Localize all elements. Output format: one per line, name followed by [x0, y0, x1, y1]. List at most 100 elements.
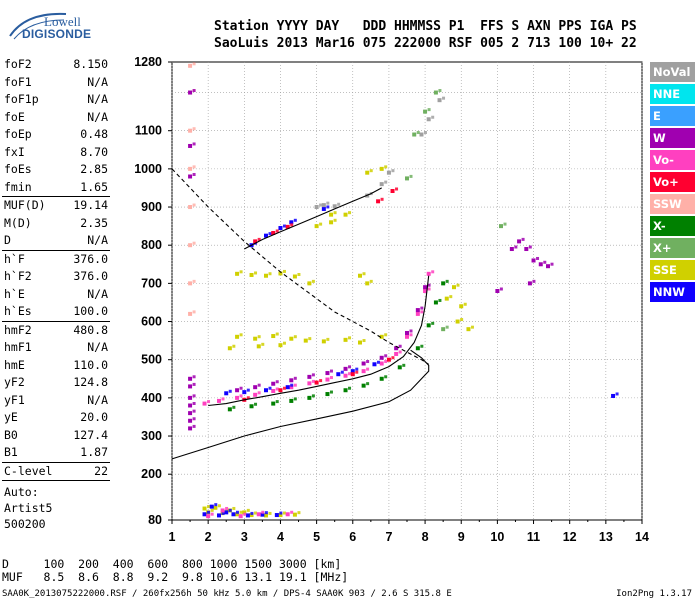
data-point — [543, 260, 547, 264]
param-divider — [2, 320, 110, 322]
data-point — [188, 403, 193, 408]
data-point — [431, 321, 435, 325]
data-point — [213, 505, 218, 510]
data-point — [268, 272, 272, 276]
data-point — [394, 351, 399, 356]
param-row: M(D) 2.35 — [2, 215, 110, 233]
data-point — [188, 418, 193, 423]
data-point — [433, 300, 438, 305]
data-point — [250, 511, 254, 515]
data-point — [282, 386, 286, 390]
data-point — [329, 220, 334, 225]
scaled-parameters-panel: foF2 8.150 foF1 N/A foF1p N/A foE N/A foEp 0.48 fx… — [2, 56, 110, 532]
data-point — [249, 404, 254, 409]
data-point — [355, 367, 359, 371]
data-point — [256, 512, 261, 517]
data-point — [445, 279, 449, 283]
x-tick-label: 13 — [599, 530, 613, 544]
param-row: B1 1.87 — [2, 444, 110, 462]
data-point — [326, 201, 330, 205]
param-value: N/A — [87, 233, 108, 247]
data-point — [329, 376, 333, 380]
data-point — [380, 197, 384, 201]
data-point — [531, 258, 536, 263]
legend-entry-nne: NNE — [650, 84, 695, 104]
data-point — [521, 237, 525, 241]
data-point — [308, 337, 312, 341]
data-point — [311, 373, 315, 377]
data-point — [415, 308, 420, 313]
data-point — [307, 374, 312, 379]
data-point — [348, 336, 352, 340]
data-point — [365, 170, 370, 175]
data-point — [214, 503, 218, 507]
data-point — [207, 510, 211, 514]
data-point — [188, 411, 193, 416]
data-point — [188, 143, 193, 148]
data-point — [426, 323, 431, 328]
param-row: MUF(D) 19.14 — [2, 197, 110, 215]
data-point — [463, 302, 467, 306]
param-value: 8.70 — [80, 144, 108, 159]
data-point — [455, 319, 460, 324]
data-point — [433, 90, 438, 95]
data-point — [238, 514, 243, 519]
data-point — [192, 279, 196, 283]
data-point — [282, 269, 286, 273]
data-point — [231, 512, 236, 517]
data-point — [221, 511, 225, 515]
y-tick-label: 80 — [148, 513, 162, 527]
data-point — [285, 512, 290, 517]
data-point — [290, 383, 294, 387]
data-point — [546, 264, 550, 269]
param-row: yE 20.0 — [2, 409, 110, 427]
data-point — [217, 513, 221, 518]
data-point — [348, 386, 352, 390]
data-point — [235, 510, 239, 514]
data-point — [202, 506, 207, 511]
data-point — [532, 279, 536, 283]
legend-entry-vo: Vo- — [650, 150, 695, 170]
param-divider — [2, 249, 110, 251]
param-name: D — [4, 233, 11, 247]
legend-entry-ssw: SSW — [650, 194, 695, 214]
y-tick-label: 1280 — [134, 55, 162, 69]
data-point — [192, 375, 196, 379]
data-point — [293, 376, 297, 380]
data-point — [536, 256, 540, 260]
logo-swoosh-icon — [9, 12, 67, 40]
data-point — [285, 385, 290, 390]
x-tick-label: 10 — [490, 530, 504, 544]
data-point — [343, 366, 348, 371]
param-name: h`F — [4, 251, 25, 266]
data-point — [361, 383, 366, 388]
legend-entry-w: W — [650, 128, 695, 148]
param-name: foF1 — [4, 74, 32, 89]
data-point — [350, 372, 355, 377]
data-point — [232, 506, 236, 510]
data-point — [361, 361, 366, 366]
param-name: yE — [4, 410, 18, 424]
autoscale-info: Artist5 — [4, 501, 53, 515]
data-point — [366, 367, 370, 371]
data-point — [188, 205, 193, 210]
param-row: fxI 8.70 — [2, 144, 110, 162]
data-point — [245, 513, 250, 518]
data-point — [227, 346, 232, 351]
param-name: foEs — [4, 162, 32, 176]
data-point — [254, 271, 258, 275]
data-point — [391, 356, 395, 360]
data-point — [412, 132, 417, 137]
data-point — [243, 512, 247, 516]
data-point — [202, 401, 207, 406]
param-value: 376.0 — [73, 251, 108, 266]
data-point — [332, 204, 337, 209]
header-values: SaoLuis 2013 Mar16 075 222000 RSF 005 2 … — [214, 36, 637, 51]
data-point — [325, 371, 330, 376]
data-point — [438, 298, 442, 302]
data-point — [227, 407, 232, 412]
data-point — [321, 203, 326, 208]
data-point — [271, 381, 276, 386]
lowell-digisonde-logo: Lowell DIGISONDE — [4, 6, 114, 46]
data-point — [321, 339, 326, 344]
